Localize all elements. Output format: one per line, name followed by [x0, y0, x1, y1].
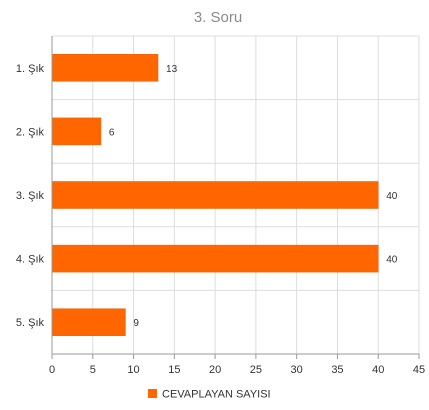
- legend[interactable]: CEVAPLAYAN SAYISI: [148, 389, 271, 401]
- bar-value-label: 40: [386, 191, 398, 202]
- x-tick-label: 20: [209, 364, 221, 376]
- bar[interactable]: [51, 54, 159, 82]
- bar-value-label: 6: [109, 127, 115, 138]
- x-tick-label: 40: [372, 364, 384, 376]
- bar[interactable]: [51, 308, 126, 336]
- x-tick-label: 25: [250, 364, 262, 376]
- x-tick-label: 10: [127, 364, 139, 376]
- bars: 13 6 40 40 9: [51, 54, 398, 336]
- x-tick-label: 5: [90, 364, 96, 376]
- y-category-label: 2. Şık: [16, 126, 45, 138]
- legend-swatch: [148, 389, 157, 398]
- axes: 0 5 10 15 20 25 30 35 40 45 1. Şık 2. Şık 3. Şık 4. Ş…: [16, 36, 425, 376]
- x-tick-label: 15: [168, 364, 180, 376]
- y-category-label: 3. Şık: [16, 190, 45, 202]
- legend-label: CEVAPLAYAN SAYISI: [162, 389, 271, 401]
- bar[interactable]: [51, 181, 379, 209]
- bar-value-label: 9: [133, 318, 139, 329]
- x-tick-label: 30: [291, 364, 303, 376]
- y-category-label: 5. Şık: [16, 317, 45, 329]
- chart-title: 3. Soru: [194, 9, 242, 26]
- bar[interactable]: [51, 244, 379, 273]
- x-tick-label: 35: [331, 364, 343, 376]
- bar-value-label: 13: [166, 64, 178, 75]
- bar-value-label: 40: [386, 255, 398, 266]
- y-category-label: 4. Şık: [16, 254, 45, 266]
- y-category-label: 1. Şık: [16, 63, 45, 75]
- x-tick-label: 45: [413, 364, 425, 376]
- x-tick-label: 0: [49, 364, 55, 376]
- bar[interactable]: [51, 117, 102, 146]
